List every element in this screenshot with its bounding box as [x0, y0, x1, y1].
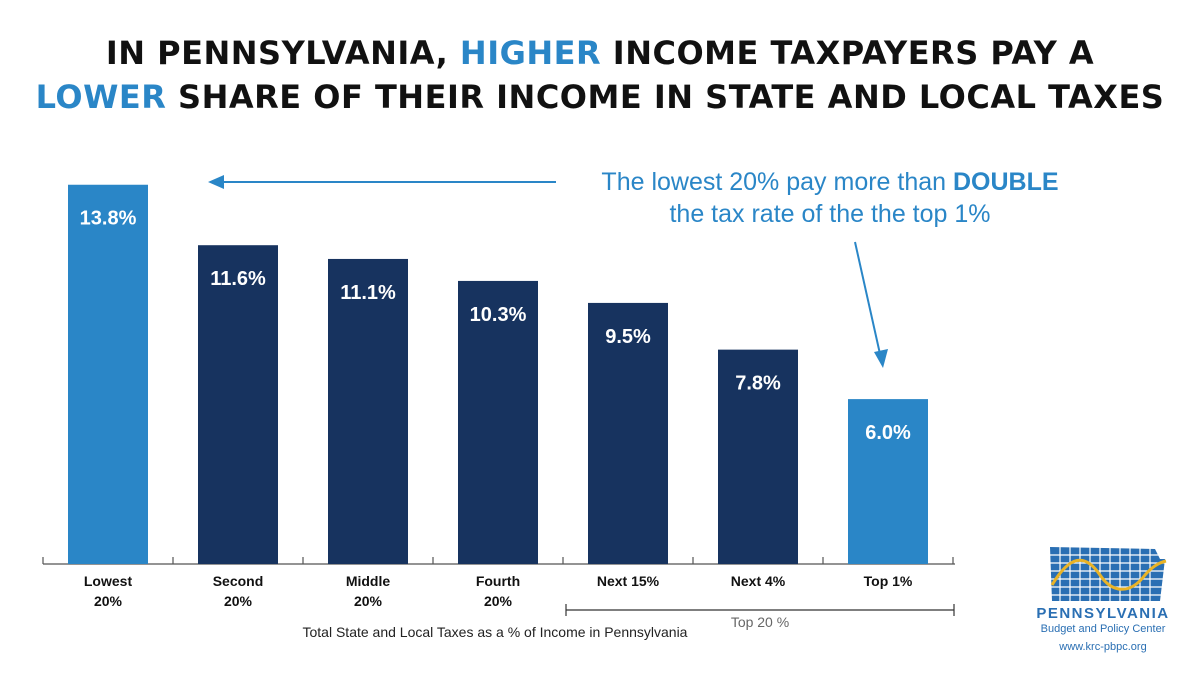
- bar-value-label: 10.3%: [470, 304, 527, 326]
- annotation-text: The lowest 20% pay more than: [601, 168, 953, 196]
- category-label: Next 15%: [597, 573, 660, 589]
- category-label: Next 4%: [731, 573, 786, 589]
- annotation-line-1: The lowest 20% pay more than DOUBLE: [560, 166, 1100, 199]
- bar-value-label: 11.1%: [340, 282, 396, 304]
- arrow-down-shaft: [854, 241, 881, 355]
- category-label: 20%: [354, 593, 383, 609]
- annotation-emphasis: DOUBLE: [953, 168, 1059, 196]
- chart-title-line-1: IN PENNSYLVANIA, HIGHER INCOME TAXPAYERS…: [0, 30, 1200, 76]
- bar-value-label: 11.6%: [210, 268, 266, 290]
- title-part: SHARE OF THEIR INCOME IN STATE AND LOCAL…: [166, 78, 1165, 116]
- top-20-bracket-label: Top 20 %: [730, 614, 790, 630]
- category-label: Fourth: [476, 573, 520, 589]
- category-label: 20%: [484, 593, 513, 609]
- bar: [848, 399, 928, 564]
- category-label: Second: [213, 573, 264, 589]
- arrow-left-head: [208, 175, 224, 189]
- logo-trend-line: [1050, 558, 1167, 591]
- title-highlight-higher: HIGHER: [459, 34, 602, 72]
- arrow-down-head: [874, 349, 888, 368]
- bar-value-label: 6.0%: [865, 422, 911, 444]
- title-highlight-lower: LOWER: [35, 78, 167, 116]
- bar: [458, 280, 538, 564]
- pennsylvania-map-icon: [1050, 547, 1167, 601]
- bar-value-label: 7.8%: [735, 373, 781, 395]
- title-part: IN PENNSYLVANIA,: [105, 34, 460, 72]
- x-axis-caption: Total State and Local Taxes as a % of In…: [302, 624, 688, 640]
- category-label: 20%: [94, 593, 123, 609]
- title-part: INCOME TAXPAYERS PAY A: [601, 34, 1095, 72]
- category-label: Middle: [346, 573, 391, 589]
- bar: [718, 349, 798, 564]
- bar: [198, 245, 278, 564]
- bar: [588, 302, 668, 564]
- category-label: Lowest: [84, 573, 133, 589]
- logo-name: PENNSYLVANIA: [1036, 605, 1170, 622]
- category-label: 20%: [224, 593, 253, 609]
- bar-value-label: 13.8%: [80, 208, 137, 230]
- logo-subtitle: Budget and Policy Center: [1040, 623, 1166, 635]
- bar: [328, 258, 408, 564]
- logo-url: www.krc-pbpc.org: [1059, 641, 1147, 653]
- bar-value-label: 9.5%: [605, 326, 651, 348]
- chart-title-line-2: LOWER SHARE OF THEIR INCOME IN STATE AND…: [0, 74, 1200, 120]
- annotation-line-2: the tax rate of the the top 1%: [669, 200, 991, 228]
- bar: [68, 184, 148, 564]
- category-label: Top 1%: [864, 573, 913, 589]
